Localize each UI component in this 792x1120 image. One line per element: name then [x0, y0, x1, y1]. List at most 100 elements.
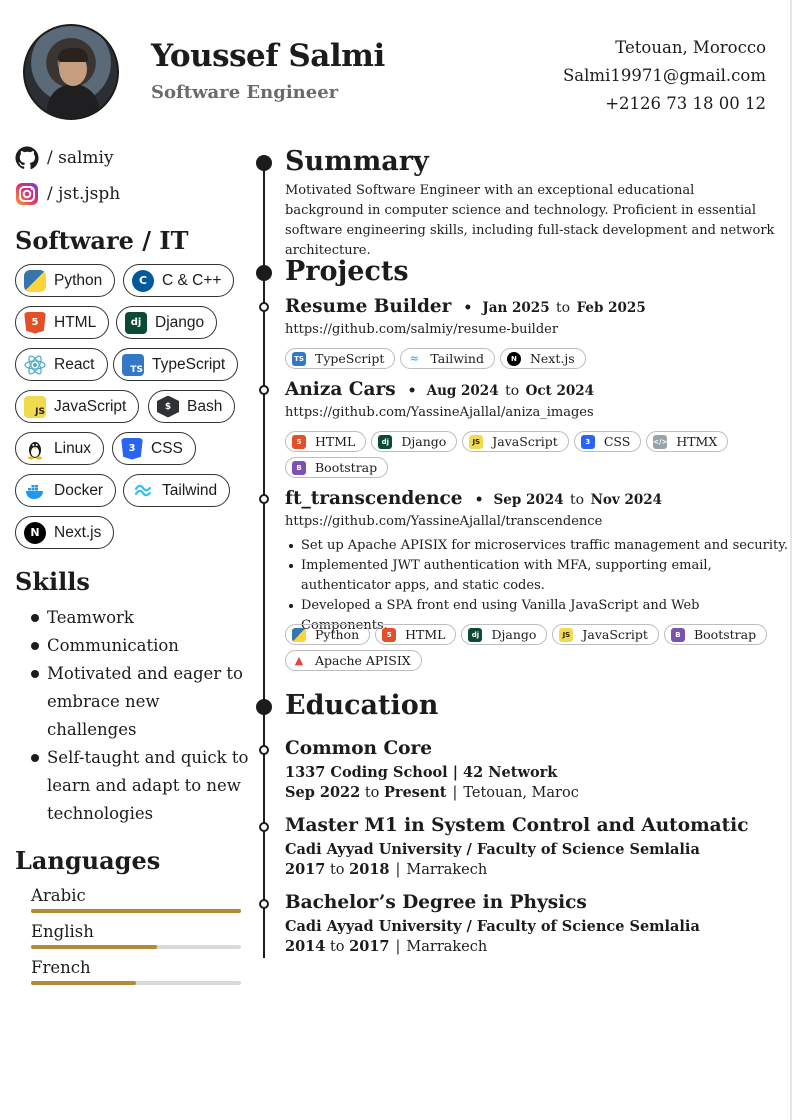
bash-icon: $ [157, 395, 179, 418]
education-title: Master M1 in System Control and Automati… [285, 815, 749, 836]
tag-django: dj Django [371, 431, 458, 452]
tag-apisix: ▲ Apache APISIX [285, 650, 422, 671]
chip-bash: $ Bash [148, 390, 236, 423]
chip-react: React [15, 348, 108, 381]
instagram-link[interactable]: / jst.jsph [15, 182, 120, 206]
list-item: Motivated and eager to embrace new chall… [31, 660, 251, 744]
tag-python: Python [285, 624, 371, 645]
github-handle: / salmiy [47, 148, 114, 168]
tag-django: dj Django [461, 624, 548, 645]
tag-html: 5 HTML [285, 431, 367, 452]
language-level-bar [31, 945, 241, 949]
project-title: Aniza Cars • Aug 2024 to Oct 2024 [285, 379, 595, 400]
language-name: English [31, 922, 94, 941]
cpp-icon: C [132, 269, 154, 292]
instagram-icon [15, 182, 39, 206]
list-item: Communication [31, 632, 251, 660]
timeline-dot [259, 899, 269, 909]
project-url[interactable]: https://github.com/YassineAjallal/transc… [285, 514, 603, 529]
person-name: Youssef Salmi [151, 38, 385, 74]
timeline-line [263, 160, 265, 958]
profile-photo [23, 24, 119, 120]
education-dates: 2014 to 2017 | Marrakech [285, 938, 488, 955]
chip-html: 5 HTML [15, 306, 110, 339]
education-title: Common Core [285, 738, 433, 759]
tag-nextjs: N Next.js [499, 348, 586, 369]
javascript-icon: JS [24, 395, 46, 418]
tailwind-icon [132, 480, 154, 502]
timeline-dot [256, 699, 272, 715]
chip-linux: Linux [15, 432, 105, 465]
apisix-icon: ▲ [294, 654, 304, 667]
tag-javascript: JS JavaScript [462, 431, 569, 452]
education-school: Cadi Ayyad University / Faculty of Scien… [285, 841, 700, 858]
email[interactable]: Salmi19971@gmail.com [563, 66, 766, 85]
instagram-handle: / jst.jsph [47, 184, 121, 204]
page-edge [790, 0, 792, 1120]
github-link[interactable]: / salmiy [15, 146, 114, 170]
list-item: Implemented JWT authentication with MFA,… [288, 556, 788, 596]
language-level-bar [31, 981, 241, 985]
phone[interactable]: +2126 73 18 00 12 [605, 94, 766, 113]
javascript-icon: JS [559, 627, 574, 642]
chip-css: 3 CSS [112, 432, 196, 465]
education-school: Cadi Ayyad University / Faculty of Scien… [285, 918, 700, 935]
list-item: Developed a SPA front end using Vanilla … [288, 596, 788, 636]
javascript-icon: JS [469, 434, 484, 449]
project-url[interactable]: https://github.com/salmiy/resume-builder [285, 322, 559, 337]
summary-text: Motivated Software Engineer with an exce… [285, 183, 775, 258]
typescript-icon: TS [292, 351, 306, 366]
tailwind-icon: ≈ [409, 352, 419, 365]
education-dates: 2017 to 2018 | Marrakech [285, 861, 488, 878]
python-icon [292, 627, 306, 642]
timeline-dot [259, 302, 269, 312]
tag-javascript: JS JavaScript [552, 624, 659, 645]
list-item: Teamwork [31, 604, 251, 632]
chip-docker: Docker [15, 474, 117, 507]
tag-css: 3 CSS [573, 431, 642, 452]
education-heading: Education [285, 690, 439, 721]
project-url[interactable]: https://github.com/YassineAjallal/aniza_… [285, 405, 594, 420]
list-item: Set up Apache APISIX for microservices t… [288, 536, 788, 556]
timeline-dot [259, 494, 269, 504]
language-name: French [31, 958, 91, 977]
django-icon: dj [378, 434, 393, 449]
education-dates: Sep 2022 to Present | Tetouan, Maroc [285, 784, 579, 801]
bootstrap-icon: B [292, 460, 306, 475]
skills-list: Teamwork Communication Motivated and eag… [31, 604, 251, 828]
project-title: ft_transcendence • Sep 2024 to Nov 2024 [285, 488, 663, 509]
htmx-icon: </> [653, 434, 667, 449]
timeline-dot [256, 155, 272, 171]
timeline-dot [259, 385, 269, 395]
project-tags: TS TypeScript ≈ Tailwind N Next.js [285, 348, 785, 369]
html5-icon: 5 [292, 434, 306, 449]
bootstrap-icon: B [670, 627, 685, 642]
html5-icon: 5 [382, 627, 397, 642]
timeline-dot [259, 745, 269, 755]
location: Tetouan, Morocco [615, 38, 766, 57]
contact-block: Tetouan, Morocco Salmi19971@gmail.com +2… [563, 34, 766, 118]
summary-heading: Summary [285, 146, 429, 177]
software-heading: Software / IT [15, 226, 189, 255]
typescript-icon: TS [122, 353, 144, 376]
education-title: Bachelor’s Degree in Physics [285, 892, 587, 913]
html5-icon: 5 [24, 311, 46, 334]
nextjs-icon: N [24, 521, 46, 544]
languages-heading: Languages [15, 846, 161, 875]
nextjs-icon: N [506, 351, 521, 366]
tag-htmx: </> HTMX [646, 431, 729, 452]
css3-icon: 3 [121, 437, 143, 460]
timeline-dot [259, 822, 269, 832]
language-english: English [31, 922, 241, 949]
python-icon [24, 269, 46, 292]
skills-heading: Skills [15, 567, 90, 596]
timeline-dot [256, 265, 272, 281]
tag-tailwind: ≈ Tailwind [400, 348, 495, 369]
chip-cpp: C C & C++ [123, 264, 235, 297]
chip-python: Python [15, 264, 116, 297]
language-name: Arabic [31, 886, 86, 905]
language-arabic: Arabic [31, 886, 241, 913]
chip-javascript: JS JavaScript [15, 390, 140, 423]
linux-icon [24, 438, 46, 460]
education-school: 1337 Coding School | 42 Network [285, 764, 558, 781]
